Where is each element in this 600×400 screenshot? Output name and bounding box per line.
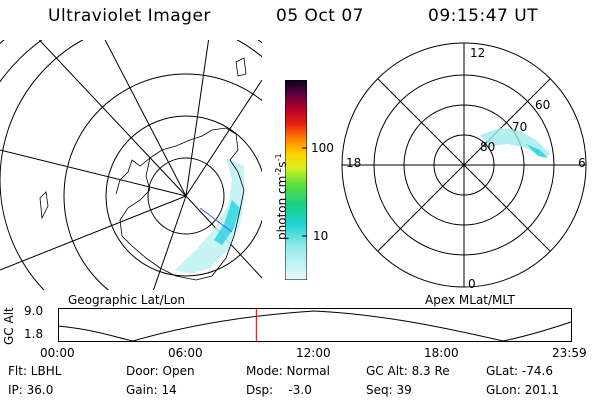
aurora-streak	[199, 207, 233, 233]
colorbar-unit-label: photon cm-2s-1	[274, 153, 289, 240]
colorbar-tick-100-label: 100	[311, 141, 334, 155]
meridian-3	[185, 79, 262, 197]
x-tick-1200: 12:00	[296, 346, 331, 360]
meridian-1	[104, 40, 187, 197]
x-tick-2359: 23:59	[552, 346, 587, 360]
x-tick-0000: 00:00	[40, 346, 75, 360]
antarctica-coastline	[119, 127, 245, 281]
apex-aurora-core	[526, 144, 548, 158]
unit-mid: s	[275, 161, 289, 168]
meridian-5	[152, 195, 187, 290]
meridian-2	[185, 40, 210, 197]
x-tick-0600: 06:00	[168, 346, 203, 360]
info-seq: Seq: 39	[366, 383, 412, 397]
island-1	[39, 191, 49, 220]
info-ip: IP: 36.0	[8, 383, 54, 397]
apex-diag-2	[377, 78, 551, 252]
info-gain: Gain: 14	[126, 383, 177, 397]
colorbar-tick-10-label: 10	[313, 229, 329, 243]
altitude-plot	[58, 308, 572, 342]
meridian-7	[0, 149, 187, 197]
lat-70-label: 70	[512, 120, 528, 134]
island-2	[235, 57, 247, 77]
info-gc-alt: GC Alt: 8.3 Re	[366, 364, 450, 378]
lat-circle-inner	[147, 157, 225, 235]
lat-60-label: 60	[535, 98, 551, 112]
geographic-map	[0, 40, 262, 290]
unit-exp-1: -2	[274, 167, 283, 176]
aurora-core	[214, 200, 240, 245]
x-tick-1800: 18:00	[424, 346, 459, 360]
mlt-18-label: 18	[346, 156, 362, 170]
info-dsp: Dsp: -3.0	[246, 383, 312, 397]
instrument-title: Ultraviolet Imager	[48, 6, 211, 26]
geographic-panel-label: Geographic Lat/Lon	[68, 293, 186, 307]
mlt-6-label: 6	[578, 156, 586, 170]
altitude-y-top: 9.0	[24, 304, 44, 318]
info-flt: Flt: LBHL	[8, 364, 62, 378]
lat-circle-3	[63, 73, 262, 290]
info-glon: GLon: 201.1	[486, 383, 559, 397]
time-label: 09:15:47 UT	[428, 6, 539, 26]
mlt-0-label: 0	[468, 277, 476, 291]
unit-base: photon cm	[275, 175, 289, 240]
info-mode: Mode: Normal	[246, 364, 330, 378]
lat-circle-2	[105, 115, 262, 277]
date-label: 05 Oct 07	[276, 6, 364, 26]
peninsula-coastline	[115, 157, 151, 195]
aurora-glow	[175, 158, 244, 274]
info-glat: GLat: -74.6	[486, 364, 553, 378]
info-door: Door: Open	[126, 364, 195, 378]
lat-80-label: 80	[480, 140, 496, 154]
mlt-12-label: 12	[470, 46, 486, 60]
altitude-axis-label: GC Alt	[2, 307, 16, 345]
meridian-6	[0, 195, 187, 271]
apex-polar-plot	[341, 42, 587, 288]
meridian-8	[38, 40, 187, 197]
apex-panel-label: Apex MLat/MLT	[425, 293, 515, 307]
altitude-y-bottom: 1.8	[24, 327, 44, 341]
altitude-curve	[58, 310, 572, 342]
colorbar	[285, 80, 307, 280]
unit-exp-2: -1	[274, 153, 283, 162]
